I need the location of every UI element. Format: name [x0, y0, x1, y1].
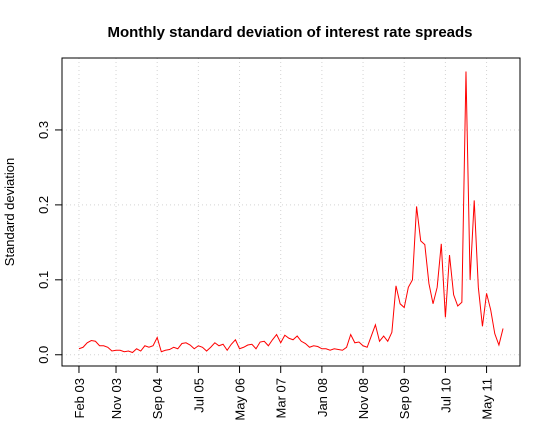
x-tick-label: Sep 04 [150, 378, 165, 419]
y-tick-label: 0.0 [36, 346, 51, 364]
x-tick-label: Jul 10 [438, 378, 453, 413]
x-tick-label: Sep 09 [397, 378, 412, 419]
x-tick-label: Nov 08 [356, 378, 371, 419]
plot-box [61, 57, 521, 367]
x-tick-label: May 11 [480, 378, 495, 420]
y-tick-label: 0.3 [36, 121, 51, 139]
y-tick-label: 0.2 [36, 196, 51, 214]
chart-title: Monthly standard deviation of interest r… [107, 24, 472, 41]
x-tick-label: Feb 03 [72, 378, 87, 418]
x-tick-label: Jul 05 [191, 378, 206, 413]
y-axis-label: Standard deviation [2, 158, 17, 266]
x-tick-label: Nov 03 [109, 378, 124, 419]
x-tick-label: Mar 07 [274, 378, 289, 418]
data-line [78, 71, 504, 354]
x-tick-label: Jan 08 [315, 378, 330, 417]
y-tick-label: 0.1 [36, 271, 51, 289]
x-tick-label: May 06 [233, 378, 248, 421]
